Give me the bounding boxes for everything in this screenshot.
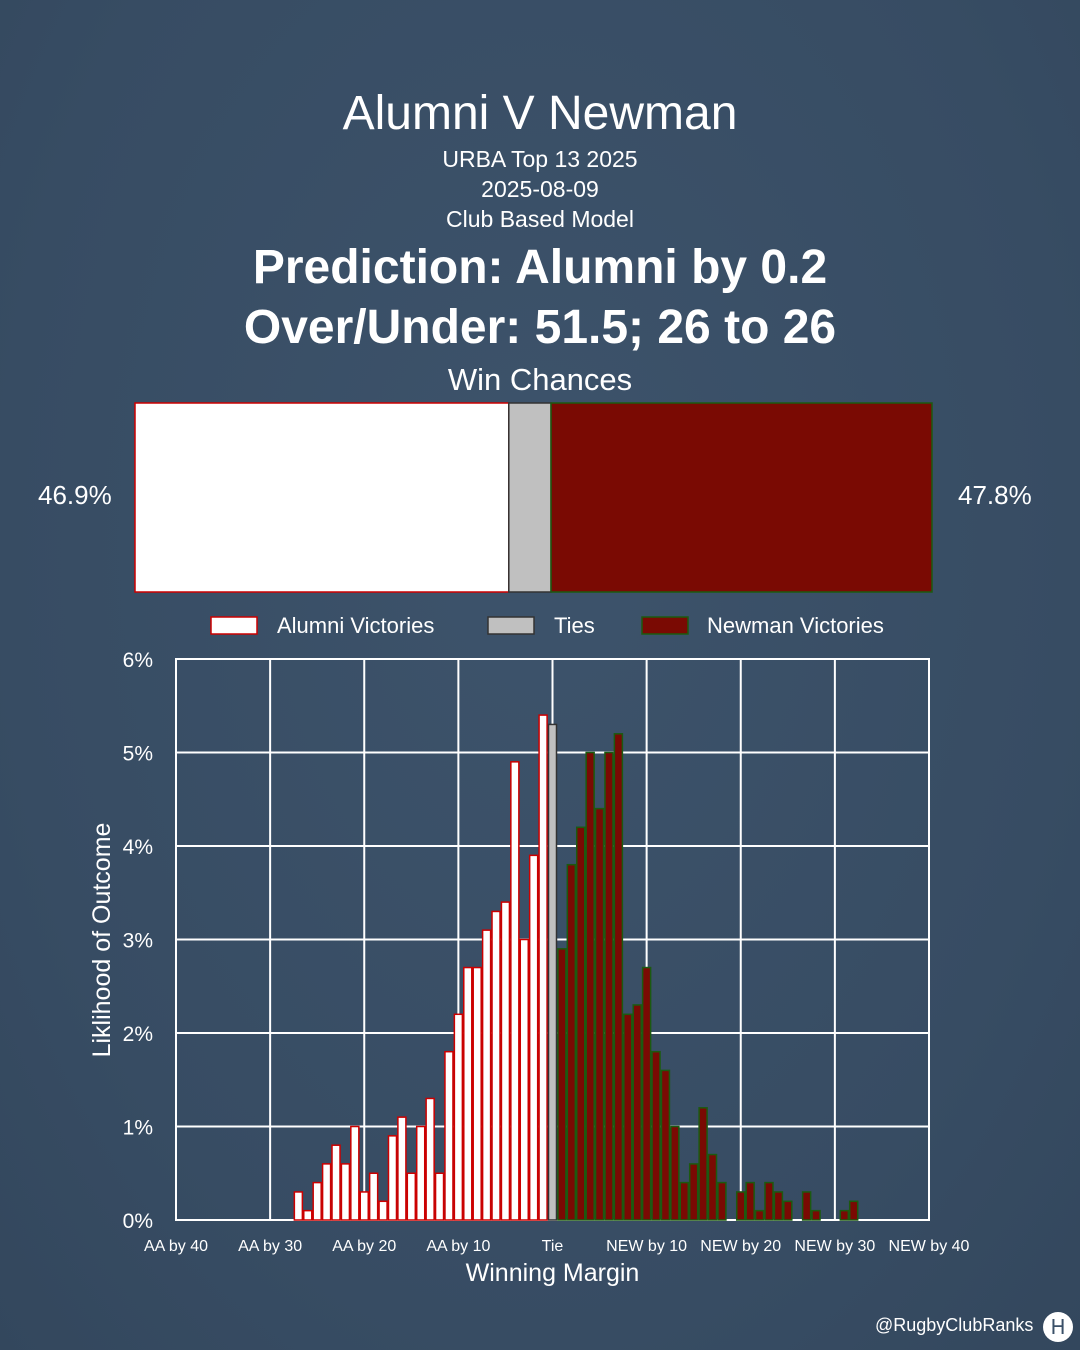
newman-bar [783,1200,793,1221]
alumni-bar [406,1172,417,1221]
alumni-bar [453,1013,464,1221]
x-tick-label: NEW by 10 [606,1238,687,1255]
model-label: Club Based Model [446,206,634,232]
alumni-bar [359,1191,370,1221]
newman-bar [660,1069,671,1221]
y-tick-label: 5% [123,743,153,766]
alumni-bar [303,1209,313,1221]
alumni-win-percent: 46.9% [38,480,112,510]
newman-bar [754,1209,765,1221]
newman-bar [594,807,605,1221]
newman-bar [613,733,624,1221]
legend-ties-swatch [487,616,535,635]
alumni-bar [378,1200,388,1221]
x-tick-label: NEW by 20 [700,1238,781,1255]
newman-bar [839,1209,850,1221]
y-tick-label: 1% [123,1117,153,1140]
over-under-text: Over/Under: 51.5; 26 to 26 [243,301,837,354]
legend-ties-label: Ties [554,613,595,638]
y-tick-label: 4% [123,836,153,859]
y-tick-label: 2% [123,1023,153,1046]
newman-win-segment [550,402,933,593]
x-tick-label: AA by 30 [238,1238,302,1255]
alumni-bar [510,761,520,1221]
newman-bar [801,1191,812,1221]
newman-bar [848,1200,859,1221]
alumni-bar [350,1125,360,1221]
alumni-bar [331,1144,341,1221]
x-tick-label: NEW by 30 [794,1238,875,1255]
newman-bar [575,826,586,1221]
newman-bar [651,1050,661,1221]
alumni-bar [293,1191,304,1221]
alumni-bar [491,910,501,1221]
x-tick-label: Tie [542,1238,564,1255]
newman-bar [632,1004,642,1221]
y-tick-label: 6% [123,649,153,672]
newman-bar [735,1191,746,1221]
newman-bar [698,1107,708,1221]
newman-bar [641,966,652,1221]
alumni-bar [321,1163,332,1221]
newman-win-percent: 47.8% [958,480,1032,510]
newman-bar [670,1125,680,1221]
match-title: Alumni V Newman [342,87,738,140]
newman-bar [764,1181,774,1221]
alumni-bar [415,1125,426,1221]
y-axis-label: Liklihood of Outcome [88,823,116,1058]
newman-bar [773,1191,784,1221]
x-tick-label: AA by 40 [144,1238,208,1255]
newman-bar [707,1153,718,1221]
alumni-bar [528,854,539,1221]
newman-bar [745,1181,755,1221]
legend-alumni-swatch [210,616,258,635]
alumni-bar [472,966,482,1221]
alumni-bar [538,714,548,1221]
tie-bar [547,723,558,1221]
newman-bar [566,863,577,1221]
alumni-bar [500,901,511,1221]
y-tick-label: 3% [123,930,153,953]
alumni-bar [463,966,473,1221]
alumni-bar [312,1181,322,1221]
alumni-bar [519,938,530,1221]
newman-bar [811,1209,821,1221]
rugby-club-ranks-logo-icon: H [1043,1312,1073,1342]
alumni-bar [368,1172,379,1221]
newman-bar [688,1163,699,1221]
y-tick-label: 0% [123,1210,153,1233]
newman-bar [679,1181,690,1221]
x-tick-label: AA by 10 [426,1238,490,1255]
alumni-bar [444,1050,454,1221]
alumni-bar [434,1172,445,1221]
match-date: 2025-08-09 [481,176,599,202]
newman-bar [717,1181,727,1221]
alumni-bar [397,1116,407,1221]
twitter-handle: @RugbyClubRanks [875,1315,1034,1335]
alumni-bar [340,1163,351,1221]
newman-bar [557,948,567,1221]
x-tick-label: NEW by 40 [889,1238,970,1255]
newman-bar [623,1013,633,1221]
prediction-text: Prediction: Alumni by 0.2 [252,241,828,294]
win-chances-title: Win Chances [447,362,633,397]
alumni-bar [481,929,492,1221]
x-axis-label: Winning Margin [466,1259,640,1287]
alumni-win-segment [134,402,510,593]
legend-alumni-label: Alumni Victories [277,613,434,638]
newman-bar [604,751,614,1221]
newman-bar [585,751,595,1221]
legend-newman-label: Newman Victories [707,613,884,638]
competition-label: URBA Top 13 2025 [442,146,638,172]
legend-newman-swatch [641,616,689,635]
alumni-bar [387,1135,398,1221]
alumni-bar [425,1097,435,1221]
x-tick-label: AA by 20 [332,1238,396,1255]
